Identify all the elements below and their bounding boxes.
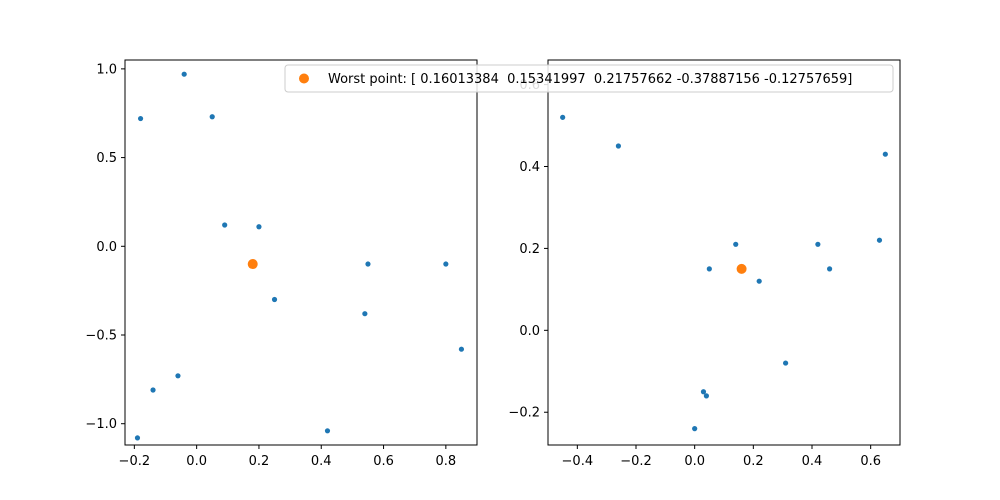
axes-frame — [547, 59, 901, 446]
data-point — [615, 143, 622, 149]
data-point — [733, 241, 739, 247]
data-point — [560, 114, 566, 120]
data-point — [324, 428, 331, 434]
x-tick-label: 0.2 — [743, 454, 764, 469]
x-tick-label: 0.4 — [311, 454, 332, 469]
data-point — [827, 266, 833, 272]
y-tick-label: 1.0 — [96, 62, 117, 77]
axes-frame — [124, 59, 478, 446]
x-tick-label: 0.0 — [684, 454, 705, 469]
data-point — [692, 426, 698, 432]
data-point — [209, 114, 215, 120]
data-point — [815, 241, 821, 247]
data-point — [700, 389, 707, 395]
data-point — [706, 266, 712, 272]
x-tick-label: 0.6 — [860, 454, 881, 469]
x-tick-label: −0.2 — [119, 454, 151, 469]
y-tick-label: 0.4 — [519, 160, 540, 175]
y-tick-label: 0.0 — [96, 240, 117, 255]
legend-box — [284, 64, 894, 93]
y-tick-label: −0.5 — [85, 329, 117, 344]
data-point — [175, 373, 181, 379]
x-tick-label: −0.4 — [562, 454, 594, 469]
data-point — [458, 346, 465, 352]
data-point — [222, 222, 228, 228]
x-tick-label: 0.4 — [802, 454, 823, 469]
data-point — [150, 387, 156, 393]
legend: Worst point: [ 0.16013384 0.15341997 0.2… — [284, 64, 894, 93]
y-tick-label: −0.2 — [508, 406, 540, 421]
data-point — [882, 151, 888, 157]
y-tick-label: −1.0 — [85, 417, 117, 432]
y-tick-label: 0.0 — [519, 324, 540, 339]
data-point — [365, 261, 371, 267]
worst-point-marker — [247, 259, 258, 270]
worst-point-marker — [736, 263, 747, 274]
data-point — [756, 278, 762, 284]
data-point — [134, 435, 141, 441]
x-tick-label: 0.0 — [186, 454, 207, 469]
x-tick-label: 0.8 — [436, 454, 457, 469]
data-point — [783, 360, 789, 366]
y-tick-label: 0.2 — [519, 242, 540, 257]
data-point — [443, 261, 449, 267]
data-point — [181, 71, 187, 77]
data-point — [703, 393, 710, 399]
y-tick-label: 0.5 — [96, 151, 117, 166]
legend-label: Worst point: [ 0.16013384 0.15341997 0.2… — [328, 72, 852, 87]
data-point — [137, 115, 144, 122]
data-point — [256, 224, 262, 230]
data-point — [876, 237, 883, 243]
left-scatter-plot: −0.2 0.0 0.2 0.4 0.6 0.8 −1.0 −0.5 0.0 0.5 1.0 — [85, 59, 478, 469]
x-tick-label: −0.2 — [620, 454, 652, 469]
legend-marker — [299, 73, 309, 84]
x-tick-label: 0.6 — [373, 454, 394, 469]
data-point — [271, 296, 278, 303]
data-point — [362, 311, 368, 317]
x-tick-label: 0.2 — [249, 454, 270, 469]
